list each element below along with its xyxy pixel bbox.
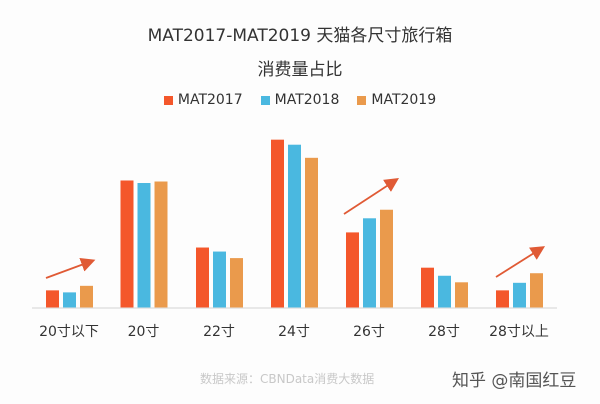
bar-MAT2019-28寸以上 xyxy=(530,273,543,308)
legend-swatch xyxy=(260,95,270,105)
legend-label: MAT2018 xyxy=(274,92,340,108)
bar-MAT2019-20寸 xyxy=(154,181,168,308)
legend-label: MAT2017 xyxy=(177,92,243,108)
x-tick-label: 28寸 xyxy=(428,324,460,340)
legend-item: MAT2019 xyxy=(357,92,436,108)
x-tick-label: 22寸 xyxy=(203,324,235,340)
bar-MAT2018-28寸 xyxy=(438,275,451,308)
source-note: 数据来源：CBNData消费大数据 xyxy=(200,372,375,386)
legend: MAT2017 MAT2018 MAT2019 xyxy=(0,92,600,108)
bar-MAT2017-20寸以下 xyxy=(46,290,59,308)
bar-MAT2018-20寸以下 xyxy=(63,292,76,308)
bar-MAT2019-20寸以下 xyxy=(80,285,93,308)
chart-title-line1: MAT2017-MAT2019 天猫各尺寸旅行箱 xyxy=(147,26,453,46)
x-tick-label: 28寸以上 xyxy=(489,324,549,340)
trend-arrow xyxy=(495,246,546,278)
bar-MAT2018-28寸以上 xyxy=(513,282,526,308)
bar-MAT2017-20寸 xyxy=(120,180,134,308)
trend-arrow xyxy=(45,257,96,279)
chart-title-line2: 消费量占比 xyxy=(257,60,343,80)
bar-MAT2018-20寸 xyxy=(137,183,151,308)
bar-MAT2017-24寸 xyxy=(271,139,284,308)
x-tick-label: 20寸以下 xyxy=(39,324,99,340)
bar-MAT2018-24寸 xyxy=(288,144,301,308)
legend-item: MAT2017 xyxy=(163,92,243,108)
bar-MAT2019-28寸 xyxy=(455,282,468,308)
bar-MAT2017-28寸以上 xyxy=(496,290,509,308)
legend-swatch xyxy=(357,95,367,105)
x-tick-label: 20寸 xyxy=(128,324,160,340)
bar-MAT2017-22寸 xyxy=(196,247,209,308)
bar-MAT2018-22寸 xyxy=(213,251,226,308)
bar-MAT2017-28寸 xyxy=(421,267,434,308)
bar-MAT2019-26寸 xyxy=(380,209,393,308)
bar-MAT2019-22寸 xyxy=(230,258,243,308)
bar-MAT2019-24寸 xyxy=(305,157,318,308)
legend-label: MAT2019 xyxy=(371,92,437,108)
x-tick-label: 26寸 xyxy=(353,324,385,340)
bar-MAT2017-26寸 xyxy=(346,232,359,308)
legend-swatch xyxy=(163,95,173,105)
trend-arrow xyxy=(343,178,400,215)
bar-MAT2018-26寸 xyxy=(363,218,376,308)
legend-item: MAT2018 xyxy=(260,92,340,108)
x-tick-label: 24寸 xyxy=(278,324,310,340)
watermark: 知乎 @南国红豆 xyxy=(452,371,577,391)
